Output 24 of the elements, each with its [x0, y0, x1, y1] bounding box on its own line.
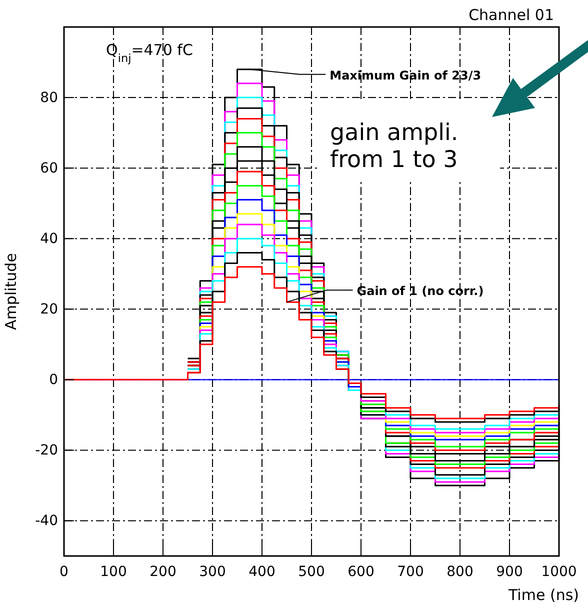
y-tick-label: 0	[49, 372, 58, 388]
x-tick-label: 100	[100, 564, 127, 580]
x-tick-label: 800	[446, 564, 474, 580]
chart-title: Channel 01	[468, 6, 554, 24]
x-tick-label: 200	[150, 564, 176, 580]
y-axis-title: Amplitude	[2, 253, 20, 330]
x-tick-label: 600	[348, 564, 374, 580]
annotation: Maximum Gain of 23/3	[330, 68, 482, 82]
x-tick-label: 400	[248, 564, 276, 580]
x-tick-label: 300	[199, 564, 226, 580]
x-tick-label: 500	[298, 564, 325, 580]
x-tick-label: 900	[496, 564, 523, 580]
y-tick-label: -20	[35, 442, 58, 459]
x-tick-label: 1000	[541, 564, 577, 580]
x-axis-title: Time (ns)	[507, 586, 579, 604]
x-tick-label: 700	[397, 564, 424, 580]
y-tick-label: -40	[35, 513, 58, 530]
annotation: gain ampli. from 1 to 3	[330, 120, 458, 173]
y-tick-label: 40	[40, 231, 58, 248]
y-tick-label: 60	[40, 160, 58, 177]
y-tick-label: 20	[40, 302, 58, 318]
x-tick-label: 0	[60, 564, 68, 580]
y-tick-label: 80	[40, 90, 58, 106]
annotation: Gain of 1 (no corr.)	[356, 284, 484, 298]
